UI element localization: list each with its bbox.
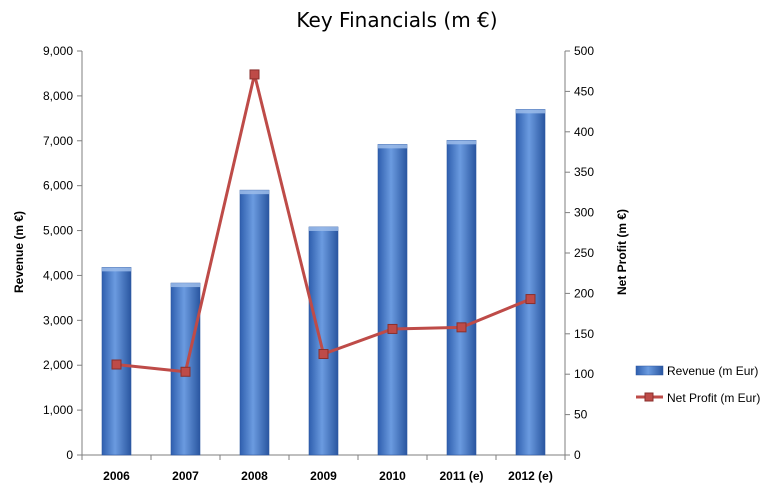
net-profit-point	[525, 294, 536, 305]
right-tick-label: 300	[574, 206, 594, 220]
right-tick-label: 350	[574, 165, 594, 179]
revenue-bar	[446, 140, 477, 456]
net-profit-point	[318, 349, 329, 359]
left-tick-label: 0	[66, 448, 73, 462]
left-tick-label: 8,000	[43, 89, 73, 103]
right-tick-label: 150	[574, 327, 594, 341]
legend-revenue-swatch	[635, 365, 664, 376]
x-tick-label: 2009	[310, 469, 337, 483]
right-tick-label: 50	[574, 408, 588, 422]
revenue-bar-body	[515, 109, 546, 456]
right-tick-label: 400	[574, 125, 594, 139]
legend-item-revenue: Revenue (m Eur)	[635, 364, 758, 378]
x-tick-label: 2008	[241, 469, 268, 483]
revenue-bar	[308, 226, 339, 456]
left-tick-label: 6,000	[43, 179, 73, 193]
legend: Revenue (m Eur) Net Profit (m Eur)	[635, 364, 760, 405]
left-tick-label: 5,000	[43, 224, 73, 238]
net-profit-line	[111, 69, 536, 377]
revenue-bar-body	[377, 144, 408, 456]
left-tick-label: 9,000	[43, 44, 73, 58]
right-axis-ticks: 0 50 100 150 200 250 300 350 400 450 500	[565, 44, 594, 462]
right-axis-label: Net Profit (m €)	[615, 209, 629, 295]
net-profit-point	[180, 366, 191, 377]
legend-net-profit-label: Net Profit (m Eur)	[667, 391, 760, 405]
revenue-bar-body	[239, 189, 270, 456]
left-tick-label: 1,000	[43, 403, 73, 417]
revenue-bars	[101, 109, 546, 456]
right-tick-label: 450	[574, 84, 594, 98]
chart-title: Key Financials (m €)	[296, 8, 497, 32]
x-tick-label: 2006	[103, 469, 130, 483]
right-tick-label: 250	[574, 246, 594, 260]
revenue-bar	[377, 144, 408, 456]
right-tick-label: 500	[574, 44, 594, 58]
left-axis-label: Revenue (m €)	[12, 211, 26, 293]
revenue-bar-top	[102, 267, 131, 272]
revenue-bar-body	[308, 226, 339, 456]
left-tick-label: 2,000	[43, 358, 73, 372]
revenue-bar-top	[378, 144, 407, 149]
left-tick-label: 7,000	[43, 134, 73, 148]
net-profit-point	[456, 322, 467, 333]
revenue-bar-top	[447, 140, 476, 145]
revenue-bar-top	[516, 109, 545, 114]
revenue-bar-top	[240, 190, 269, 195]
x-axis-ticks: 2006 2007 2008 2009 2010 2011 (e) 2012 (e)	[81, 455, 566, 483]
revenue-bar-top	[309, 226, 338, 231]
right-tick-label: 200	[574, 286, 594, 300]
legend-revenue-label: Revenue (m Eur)	[667, 364, 758, 378]
left-tick-label: 4,000	[43, 268, 73, 282]
revenue-bar	[239, 189, 270, 456]
net-profit-point	[111, 359, 122, 370]
left-axis-ticks: 0 1,000 2,000 3,000 4,000 5,000 6,000 7,000 8,00…	[43, 44, 82, 462]
x-tick-label: 2010	[379, 469, 406, 483]
revenue-bar-body	[446, 140, 477, 456]
x-tick-label: 2007	[172, 469, 199, 483]
net-profit-point	[387, 323, 398, 334]
revenue-bar	[515, 109, 546, 456]
right-tick-label: 0	[574, 448, 581, 462]
x-tick-label: 2012 (e)	[508, 469, 553, 483]
revenue-bar-top	[171, 283, 200, 288]
left-tick-label: 3,000	[43, 313, 73, 327]
x-tick-label: 2011 (e)	[439, 469, 483, 483]
legend-net-profit-marker-swatch	[644, 392, 654, 402]
net-profit-point	[249, 69, 260, 80]
right-tick-label: 100	[574, 367, 594, 381]
legend-item-net-profit: Net Profit (m Eur)	[636, 391, 760, 405]
